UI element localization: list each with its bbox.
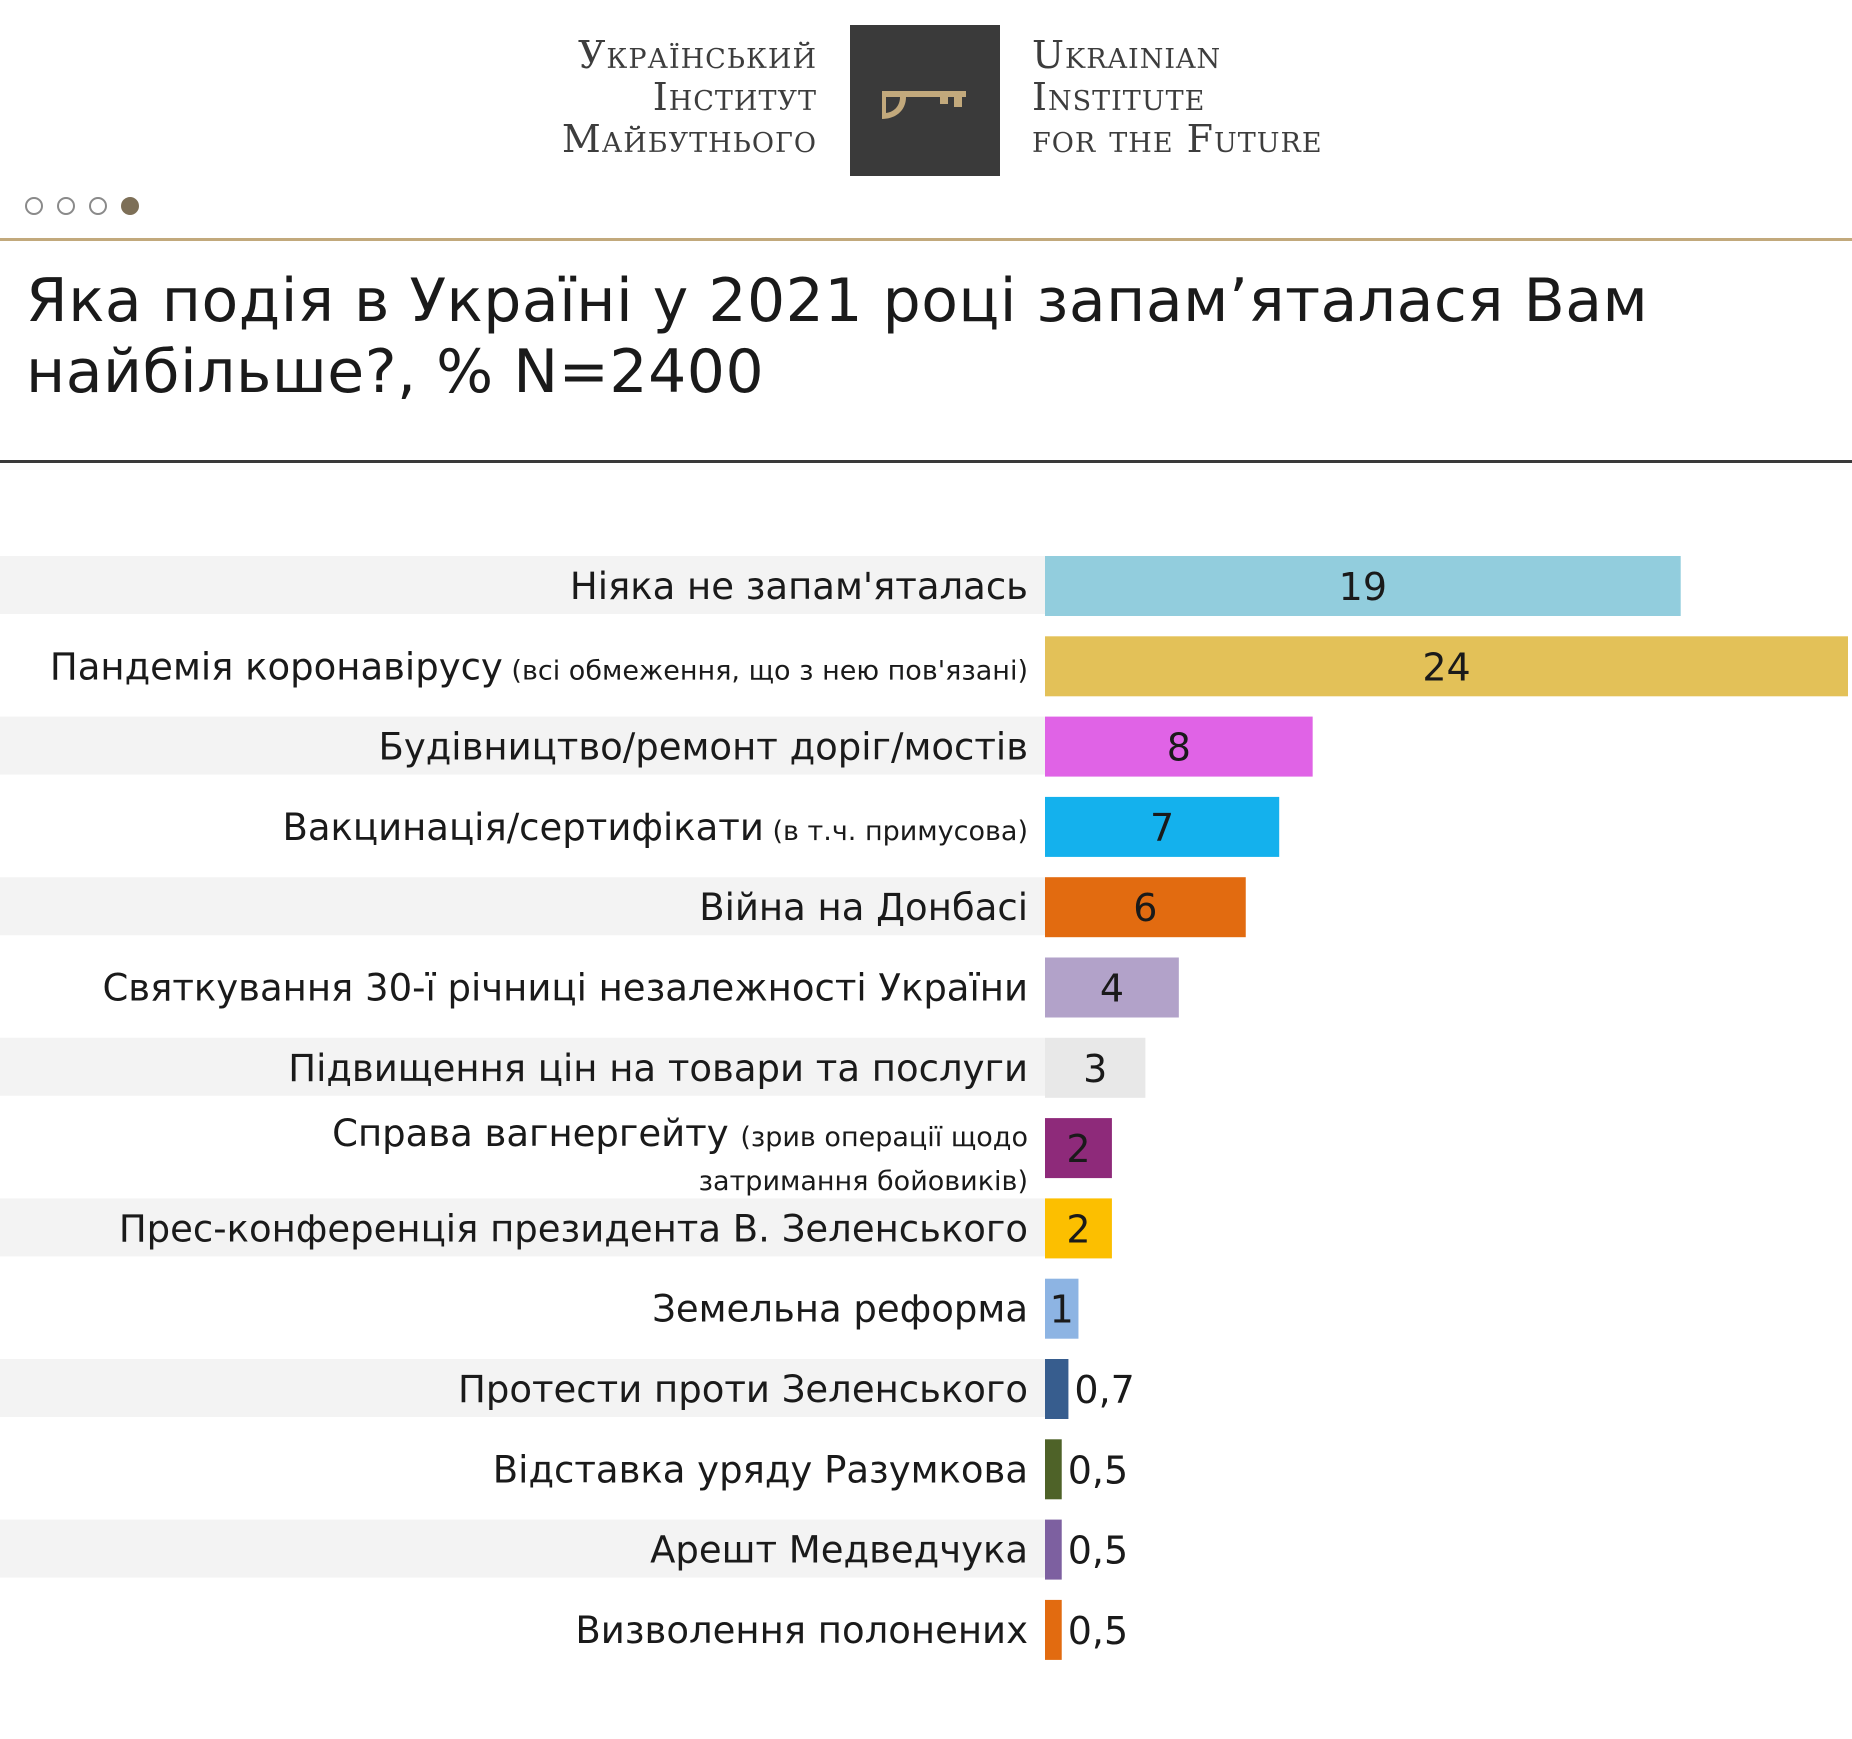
logo-en-line-1: Ukrainian <box>1032 33 1222 77</box>
bar <box>1045 1037 1146 1098</box>
data-label: 24 <box>1422 645 1470 689</box>
logo-mark <box>850 25 1000 176</box>
bar <box>1045 1118 1112 1179</box>
data-label: 0,7 <box>1074 1368 1134 1412</box>
row-stripe <box>0 1519 1045 1578</box>
logo-en-line-2: Institute <box>1032 75 1206 119</box>
bar <box>1045 877 1246 938</box>
category-label-note: (в т.ч. примусова) <box>764 816 1028 847</box>
data-label: 2 <box>1066 1207 1090 1251</box>
category-label: Війна на Донбасі <box>699 886 1028 929</box>
category-label: Ніяка не запам'яталась <box>570 565 1028 608</box>
category-label: Арешт Медведчука <box>650 1529 1028 1572</box>
row-stripe <box>0 877 1045 936</box>
bar <box>1045 716 1313 777</box>
category-label-main: Святкування 30-ї річниці незалежності Ук… <box>102 967 1028 1010</box>
category-label: Визволення полонених <box>575 1609 1028 1652</box>
data-label: 0,5 <box>1068 1448 1128 1492</box>
data-label: 2 <box>1066 1127 1090 1171</box>
bar <box>1045 1599 1062 1660</box>
logo-ua-line-1: Український <box>577 33 817 77</box>
data-label: 6 <box>1133 886 1157 930</box>
logo-ua-line-3: Майбутнього <box>561 117 817 161</box>
category-label: Підвищення цін на товари та послуги <box>288 1047 1028 1090</box>
category-label-main: Прес-конференція президента В. Зеленсько… <box>119 1207 1028 1250</box>
logo-en-line-3: for the Future <box>1032 117 1323 161</box>
bar <box>1045 1198 1112 1259</box>
bar <box>1045 1439 1062 1500</box>
category-label-main: Вакцинація/сертифікати <box>282 806 763 849</box>
row-stripe <box>0 716 1045 775</box>
category-label-main: Війна на Донбасі <box>699 886 1028 929</box>
data-label: 4 <box>1100 967 1124 1011</box>
category-label-main: Арешт Медведчука <box>650 1529 1028 1572</box>
category-label: Земельна реформа <box>652 1288 1028 1331</box>
bar <box>1045 556 1681 616</box>
category-label-main: Визволення полонених <box>575 1609 1028 1652</box>
category-label-note-line-2: затримання бойовиків) <box>699 1166 1028 1197</box>
row-stripe <box>0 1359 1045 1417</box>
chart-title: Яка подія в Україні у 2021 році запам’ят… <box>26 266 1649 407</box>
data-label: 3 <box>1083 1047 1107 1091</box>
bar <box>1045 636 1848 697</box>
category-label-main: Земельна реформа <box>652 1288 1028 1331</box>
category-label: Будівництво/ремонт доріг/мостів <box>378 726 1028 769</box>
logo-ua-line-2: Інститут <box>652 75 817 119</box>
key-icon <box>882 91 966 119</box>
category-label-main: Ніяка не запам'яталась <box>570 565 1028 608</box>
category-label-main: Пандемія коронавірусу <box>50 645 503 688</box>
page-dot-3[interactable] <box>89 197 107 215</box>
category-label: Вакцинація/сертифікати (в т.ч. примусова… <box>282 806 1028 849</box>
bar <box>1045 1278 1079 1339</box>
data-label: 19 <box>1339 565 1387 609</box>
category-label: Пандемія коронавірусу (всі обмеження, що… <box>50 645 1028 688</box>
data-label: 1 <box>1050 1288 1074 1332</box>
logo-text-ukrainian: Український Інститут Майбутнього <box>417 34 817 160</box>
row-stripe <box>0 1037 1045 1096</box>
bar <box>1045 1519 1062 1580</box>
title-divider <box>0 460 1852 463</box>
category-label-note: (всі обмеження, що з нею пов'язані) <box>503 655 1028 686</box>
header-divider <box>0 238 1852 241</box>
data-label: 0,5 <box>1068 1609 1128 1653</box>
page-dot-4-active[interactable] <box>121 197 139 215</box>
category-label: Справа вагнергейту (зрив операції щодо <box>332 1112 1028 1155</box>
category-label: Прес-конференція президента В. Зеленсько… <box>119 1207 1028 1250</box>
category-label: Відставка уряду Разумкова <box>493 1448 1028 1491</box>
row-stripe <box>0 1198 1045 1257</box>
logo-text-english: Ukrainian Institute for the Future <box>1032 34 1432 160</box>
category-label: Святкування 30-ї річниці незалежності Ук… <box>102 967 1028 1010</box>
bar <box>1045 957 1179 1018</box>
data-label: 7 <box>1150 806 1174 850</box>
data-label: 8 <box>1167 726 1191 770</box>
category-label-main: Відставка уряду Разумкова <box>493 1448 1028 1491</box>
category-label-main: Протести проти Зеленського <box>458 1368 1028 1411</box>
category-label-main: Справа вагнергейту <box>332 1112 740 1155</box>
page-dot-1[interactable] <box>25 197 43 215</box>
category-label-note: (зрив операції щодо <box>740 1122 1028 1153</box>
page-dot-2[interactable] <box>57 197 75 215</box>
bar <box>1045 1359 1069 1419</box>
category-label-main: Підвищення цін на товари та послуги <box>288 1047 1028 1090</box>
category-label-main: Будівництво/ремонт доріг/мостів <box>378 726 1028 769</box>
row-stripe <box>0 556 1045 614</box>
data-label: 0,5 <box>1068 1529 1128 1573</box>
category-label: Протести проти Зеленського <box>458 1368 1028 1411</box>
bar <box>1045 796 1280 857</box>
